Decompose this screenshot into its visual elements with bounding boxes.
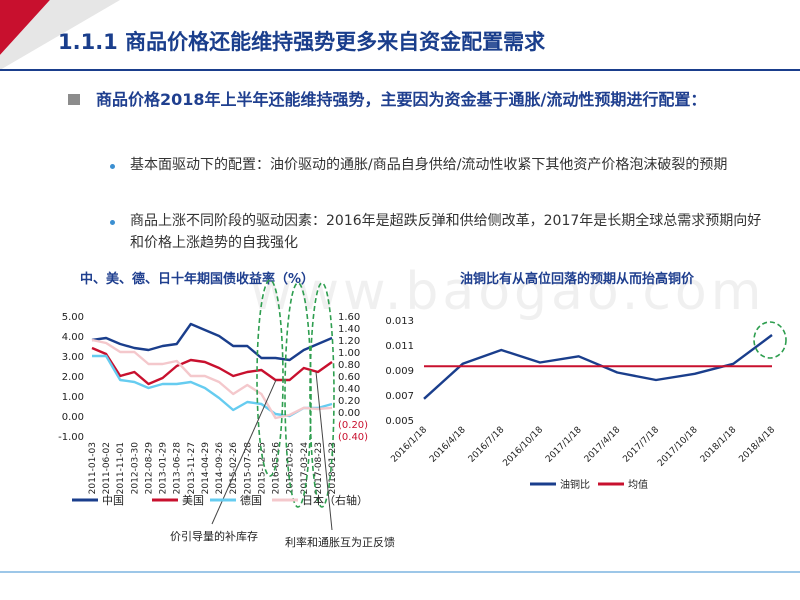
- y-tick-label-right: (0.20): [338, 420, 368, 431]
- y-tick-label-left: -1.00: [58, 432, 84, 443]
- x-tick-label: 2011-01-03: [88, 442, 98, 494]
- y-tick-label: 0.009: [385, 366, 414, 377]
- y-tick-label-right: 0.20: [338, 396, 360, 407]
- y-tick-label-right: 0.80: [338, 360, 360, 371]
- y-tick-label-left: 3.00: [62, 352, 84, 363]
- series-line: [423, 334, 773, 400]
- x-tick-label: 2016/4/18: [428, 425, 468, 465]
- y-tick-label-left: 2.00: [62, 372, 84, 383]
- x-tick-label: 2016-05-26: [272, 442, 282, 495]
- x-tick-label: 2017/7/18: [621, 425, 661, 465]
- x-tick-label: 2015-12-25: [257, 442, 267, 494]
- x-tick-label: 2012-08-29: [144, 442, 154, 495]
- y-tick-label-right: (0.40): [338, 432, 368, 443]
- legend-label: 美国: [182, 494, 204, 507]
- y-tick-label: 0.007: [385, 391, 414, 402]
- x-tick-label: 2017/4/18: [583, 425, 623, 465]
- x-tick-label: 2015-07-28: [243, 442, 253, 495]
- legend-label: 日本（右轴）: [302, 493, 368, 507]
- highlight-ellipse: [753, 321, 787, 359]
- y-tick-label-right: 0.40: [338, 384, 360, 395]
- x-tick-label: 2018-01-23: [328, 442, 338, 494]
- highlight-ellipse: [256, 279, 284, 477]
- series-line: [91, 322, 333, 362]
- x-tick-label: 2011-06-02: [102, 442, 112, 494]
- y-tick-label-left: 1.00: [62, 392, 84, 403]
- x-tick-label: 2013-06-28: [173, 442, 183, 495]
- legend-label: 均值: [628, 478, 648, 491]
- watermark: www.baogao.com: [250, 262, 766, 322]
- lead-bullet: [68, 94, 80, 105]
- x-tick-label: 2015-02-26: [229, 442, 239, 495]
- series-line: [91, 338, 333, 420]
- annotation-feedback: 利率和通胀互为正反馈: [285, 536, 395, 549]
- sub-bullet-dot: [110, 164, 115, 169]
- y-tick-label-left: 0.00: [62, 412, 84, 423]
- y-tick-label-left: 4.00: [62, 332, 84, 343]
- x-tick-label: 2016-10-25: [286, 442, 296, 494]
- annotation-arrow: [315, 371, 333, 531]
- x-tick-label: 2018/1/18: [699, 425, 739, 465]
- y-tick-label-left: 5.00: [62, 312, 84, 323]
- y-tick-label-right: 1.00: [338, 348, 360, 359]
- legend-label: 油铜比: [560, 478, 590, 491]
- x-tick-label: 2011-11-01: [116, 442, 126, 494]
- y-tick-label-right: 0.00: [338, 408, 360, 419]
- y-tick-label-right: 1.60: [338, 312, 360, 323]
- x-tick-label: 2013-01-29: [159, 442, 169, 495]
- sub-bullet-1: 基本面驱动下的配置：油价驱动的通胀/商品自身供给/流动性收紧下其他资产价格泡沫破…: [130, 157, 728, 173]
- highlight-ellipse: [284, 282, 312, 508]
- x-tick-label: 2017/1/18: [544, 425, 584, 465]
- y-tick-label-right: 1.20: [338, 336, 360, 347]
- legend-label: 中国: [102, 494, 124, 507]
- x-tick-label: 2017/10/18: [656, 425, 700, 469]
- x-tick-label: 2014-09-26: [215, 442, 225, 495]
- x-tick-label: 2016/1/18: [389, 425, 429, 465]
- series-line: [91, 346, 333, 386]
- sub-bullet-dot: [110, 220, 115, 225]
- page-title: 1.1.1 商品价格还能维持强势更多来自资金配置需求: [58, 30, 546, 54]
- y-tick-label: 0.011: [385, 341, 414, 352]
- x-tick-label: 2017-03-24: [300, 442, 310, 495]
- x-tick-label: 2014-04-29: [201, 442, 211, 495]
- corner-gray-band: [0, 0, 120, 70]
- x-tick-label: 2012-03-30: [130, 442, 140, 495]
- x-tick-label: 2013-11-27: [187, 442, 197, 494]
- highlight-ellipse: [309, 282, 335, 508]
- y-tick-label-right: 0.60: [338, 372, 360, 383]
- x-tick-label: 2016/10/18: [501, 425, 545, 469]
- chart2-title: 油铜比有从高位回落的预期从而抬高铜价: [460, 272, 695, 287]
- lead-text: 商品价格2018年上半年还能维持强势，主要因为资金基于通胀/流动性预期进行配置：: [96, 90, 707, 109]
- y-tick-label: 0.005: [385, 416, 414, 427]
- chart1-title: 中、美、德、日十年期国债收益率（%）: [80, 272, 315, 287]
- y-tick-label: 0.013: [385, 316, 414, 327]
- x-tick-label: 2018/4/18: [737, 425, 777, 465]
- y-tick-label-right: 1.40: [338, 324, 360, 335]
- legend-label: 德国: [240, 493, 262, 507]
- annotation-restock: 价引导量的补库存: [170, 530, 258, 543]
- sub-bullet-2: 商品上涨不同阶段的驱动因素：2016年是超跌反弹和供给侧改革，2017年是长期全…: [130, 213, 762, 251]
- x-tick-label: 2017-08-23: [314, 442, 324, 494]
- x-tick-label: 2016/7/18: [467, 425, 507, 465]
